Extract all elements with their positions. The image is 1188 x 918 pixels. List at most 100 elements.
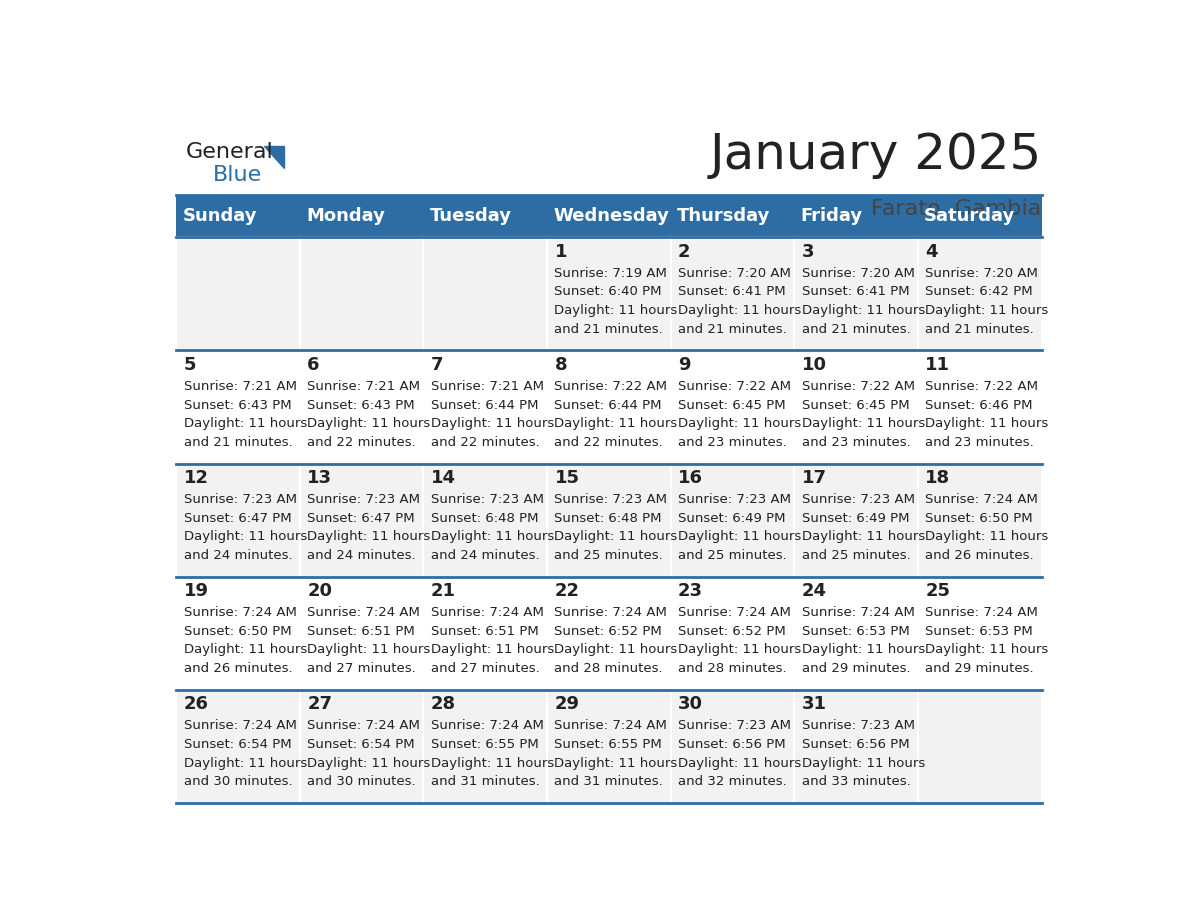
Text: Sunset: 6:45 PM: Sunset: 6:45 PM	[802, 398, 909, 411]
Text: Sunset: 6:51 PM: Sunset: 6:51 PM	[308, 625, 415, 638]
Text: Daylight: 11 hours: Daylight: 11 hours	[183, 644, 307, 656]
Text: Sunrise: 7:24 AM: Sunrise: 7:24 AM	[555, 719, 668, 733]
Text: Sunset: 6:41 PM: Sunset: 6:41 PM	[678, 285, 785, 298]
Text: Sunrise: 7:23 AM: Sunrise: 7:23 AM	[678, 493, 791, 506]
Text: Sunrise: 7:20 AM: Sunrise: 7:20 AM	[802, 267, 915, 280]
Text: Sunrise: 7:24 AM: Sunrise: 7:24 AM	[802, 606, 915, 619]
Text: Daylight: 11 hours: Daylight: 11 hours	[678, 644, 802, 656]
Text: Daylight: 11 hours: Daylight: 11 hours	[802, 644, 925, 656]
FancyBboxPatch shape	[299, 195, 423, 238]
FancyBboxPatch shape	[546, 689, 671, 803]
Text: Sunset: 6:53 PM: Sunset: 6:53 PM	[802, 625, 910, 638]
Text: Sunrise: 7:24 AM: Sunrise: 7:24 AM	[183, 606, 297, 619]
Text: Sunset: 6:43 PM: Sunset: 6:43 PM	[183, 398, 291, 411]
Text: Sunset: 6:49 PM: Sunset: 6:49 PM	[678, 511, 785, 525]
Text: 8: 8	[555, 356, 567, 375]
Text: Daylight: 11 hours: Daylight: 11 hours	[183, 531, 307, 543]
Text: 26: 26	[183, 696, 209, 713]
FancyBboxPatch shape	[299, 351, 423, 464]
Text: Sunset: 6:55 PM: Sunset: 6:55 PM	[431, 738, 538, 751]
Text: Sunset: 6:56 PM: Sunset: 6:56 PM	[802, 738, 909, 751]
Text: and 21 minutes.: and 21 minutes.	[678, 323, 786, 336]
Text: Daylight: 11 hours: Daylight: 11 hours	[183, 417, 307, 431]
FancyBboxPatch shape	[671, 238, 795, 351]
Text: and 23 minutes.: and 23 minutes.	[802, 436, 910, 449]
Text: Tuesday: Tuesday	[430, 207, 512, 225]
FancyBboxPatch shape	[299, 577, 423, 689]
FancyBboxPatch shape	[918, 689, 1042, 803]
Polygon shape	[264, 145, 284, 168]
Text: and 32 minutes.: and 32 minutes.	[678, 775, 786, 789]
Text: and 22 minutes.: and 22 minutes.	[555, 436, 663, 449]
Text: 2: 2	[678, 243, 690, 261]
Text: 1: 1	[555, 243, 567, 261]
Text: Sunset: 6:50 PM: Sunset: 6:50 PM	[925, 511, 1034, 525]
Text: Sunrise: 7:23 AM: Sunrise: 7:23 AM	[802, 719, 915, 733]
Text: and 30 minutes.: and 30 minutes.	[308, 775, 416, 789]
Text: Sunrise: 7:23 AM: Sunrise: 7:23 AM	[183, 493, 297, 506]
Text: Daylight: 11 hours: Daylight: 11 hours	[183, 756, 307, 769]
Text: Sunday: Sunday	[182, 207, 257, 225]
Text: Sunrise: 7:20 AM: Sunrise: 7:20 AM	[925, 267, 1038, 280]
Text: 16: 16	[678, 469, 703, 487]
Text: 4: 4	[925, 243, 937, 261]
Text: 19: 19	[183, 582, 209, 600]
FancyBboxPatch shape	[299, 689, 423, 803]
Text: and 31 minutes.: and 31 minutes.	[431, 775, 539, 789]
Text: 23: 23	[678, 582, 703, 600]
Text: 9: 9	[678, 356, 690, 375]
FancyBboxPatch shape	[423, 577, 546, 689]
FancyBboxPatch shape	[423, 464, 546, 577]
Text: Sunrise: 7:23 AM: Sunrise: 7:23 AM	[308, 493, 421, 506]
Text: Sunrise: 7:23 AM: Sunrise: 7:23 AM	[802, 493, 915, 506]
Text: and 23 minutes.: and 23 minutes.	[678, 436, 786, 449]
Text: Sunrise: 7:19 AM: Sunrise: 7:19 AM	[555, 267, 668, 280]
Text: Monday: Monday	[307, 207, 385, 225]
FancyBboxPatch shape	[918, 238, 1042, 351]
FancyBboxPatch shape	[918, 195, 1042, 238]
Text: and 26 minutes.: and 26 minutes.	[925, 549, 1034, 562]
Text: and 22 minutes.: and 22 minutes.	[308, 436, 416, 449]
FancyBboxPatch shape	[795, 577, 918, 689]
FancyBboxPatch shape	[671, 577, 795, 689]
Text: January 2025: January 2025	[709, 131, 1042, 179]
Text: Sunrise: 7:24 AM: Sunrise: 7:24 AM	[431, 719, 544, 733]
FancyBboxPatch shape	[918, 464, 1042, 577]
FancyBboxPatch shape	[299, 238, 423, 351]
Text: Daylight: 11 hours: Daylight: 11 hours	[308, 417, 430, 431]
Text: and 28 minutes.: and 28 minutes.	[678, 662, 786, 675]
Text: 18: 18	[925, 469, 950, 487]
Text: 17: 17	[802, 469, 827, 487]
Text: Sunset: 6:54 PM: Sunset: 6:54 PM	[308, 738, 415, 751]
Text: and 24 minutes.: and 24 minutes.	[308, 549, 416, 562]
FancyBboxPatch shape	[176, 689, 299, 803]
Text: Daylight: 11 hours: Daylight: 11 hours	[802, 531, 925, 543]
Text: and 31 minutes.: and 31 minutes.	[555, 775, 663, 789]
Text: 10: 10	[802, 356, 827, 375]
Text: and 27 minutes.: and 27 minutes.	[308, 662, 416, 675]
Text: Sunrise: 7:24 AM: Sunrise: 7:24 AM	[431, 606, 544, 619]
Text: Sunrise: 7:22 AM: Sunrise: 7:22 AM	[802, 380, 915, 393]
Text: Sunrise: 7:22 AM: Sunrise: 7:22 AM	[925, 380, 1038, 393]
FancyBboxPatch shape	[795, 195, 918, 238]
Text: Saturday: Saturday	[924, 207, 1016, 225]
FancyBboxPatch shape	[176, 464, 299, 577]
FancyBboxPatch shape	[546, 195, 671, 238]
Text: and 29 minutes.: and 29 minutes.	[802, 662, 910, 675]
Text: Daylight: 11 hours: Daylight: 11 hours	[555, 304, 677, 317]
FancyBboxPatch shape	[423, 195, 546, 238]
Text: Daylight: 11 hours: Daylight: 11 hours	[308, 644, 430, 656]
Text: Sunset: 6:40 PM: Sunset: 6:40 PM	[555, 285, 662, 298]
FancyBboxPatch shape	[423, 689, 546, 803]
Text: Sunrise: 7:23 AM: Sunrise: 7:23 AM	[555, 493, 668, 506]
FancyBboxPatch shape	[546, 238, 671, 351]
Text: and 21 minutes.: and 21 minutes.	[802, 323, 910, 336]
Text: Daylight: 11 hours: Daylight: 11 hours	[678, 417, 802, 431]
Text: Sunset: 6:48 PM: Sunset: 6:48 PM	[555, 511, 662, 525]
Text: Sunset: 6:47 PM: Sunset: 6:47 PM	[183, 511, 291, 525]
Text: Daylight: 11 hours: Daylight: 11 hours	[802, 304, 925, 317]
Text: Sunrise: 7:21 AM: Sunrise: 7:21 AM	[183, 380, 297, 393]
Text: Blue: Blue	[213, 164, 263, 185]
Text: 27: 27	[308, 696, 333, 713]
Text: and 24 minutes.: and 24 minutes.	[183, 549, 292, 562]
